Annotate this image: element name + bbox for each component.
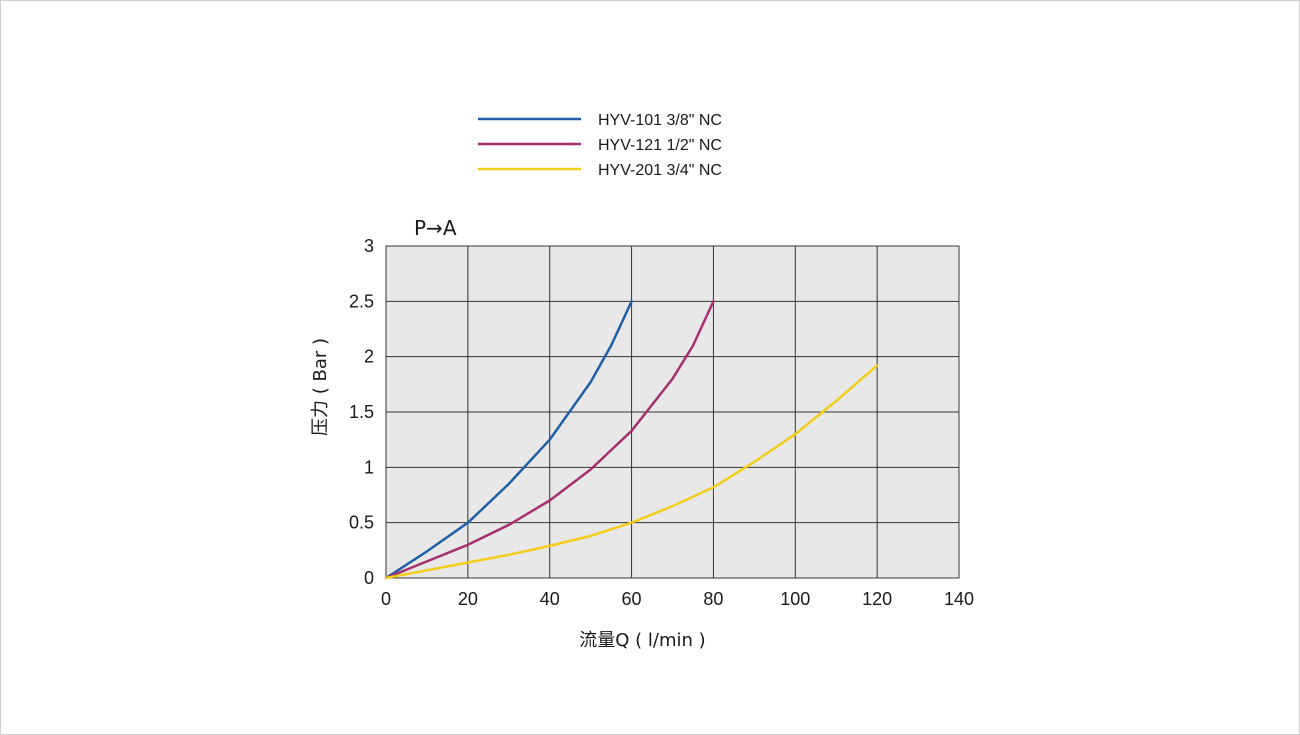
- y-tick-label: 2.5: [349, 291, 374, 311]
- tick-labels: 0 20 40 60 80 100 120 140 0 0.5 1 1.5 2 2.5 3: [349, 236, 974, 609]
- series-line-2: [384, 300, 715, 580]
- x-tick-label: 140: [944, 589, 974, 609]
- y-axis-title: 压力 ( Bar ): [310, 338, 331, 436]
- x-tick-label: 60: [622, 589, 642, 609]
- plot-title: P→A: [414, 216, 457, 240]
- legend-label-3: HYV-201 3/4" NC: [598, 162, 722, 179]
- x-tick-label: 100: [780, 589, 810, 609]
- series-lines: [384, 300, 879, 580]
- series-line-3: [384, 364, 879, 580]
- legend: HYV-101 3/8" NC HYV-121 1/2" NC HYV-201 3/…: [478, 112, 722, 179]
- x-tick-label: 20: [458, 589, 478, 609]
- x-axis-title: 流量Q ( l/min ): [579, 630, 705, 651]
- y-tick-label: 3: [364, 236, 374, 256]
- series-line-1: [384, 300, 633, 580]
- y-tick-label: 1: [364, 457, 374, 477]
- x-tick-label: 120: [862, 589, 892, 609]
- legend-label-1: HYV-101 3/8" NC: [598, 112, 722, 129]
- y-tick-label: 1.5: [349, 402, 374, 422]
- x-tick-label: 80: [703, 589, 723, 609]
- x-tick-label: 40: [540, 589, 560, 609]
- y-tick-label: 0: [364, 568, 374, 588]
- legend-label-2: HYV-121 1/2" NC: [598, 137, 722, 154]
- x-tick-label: 0: [381, 589, 391, 609]
- y-tick-label: 0.5: [349, 513, 374, 533]
- y-tick-label: 2: [364, 347, 374, 367]
